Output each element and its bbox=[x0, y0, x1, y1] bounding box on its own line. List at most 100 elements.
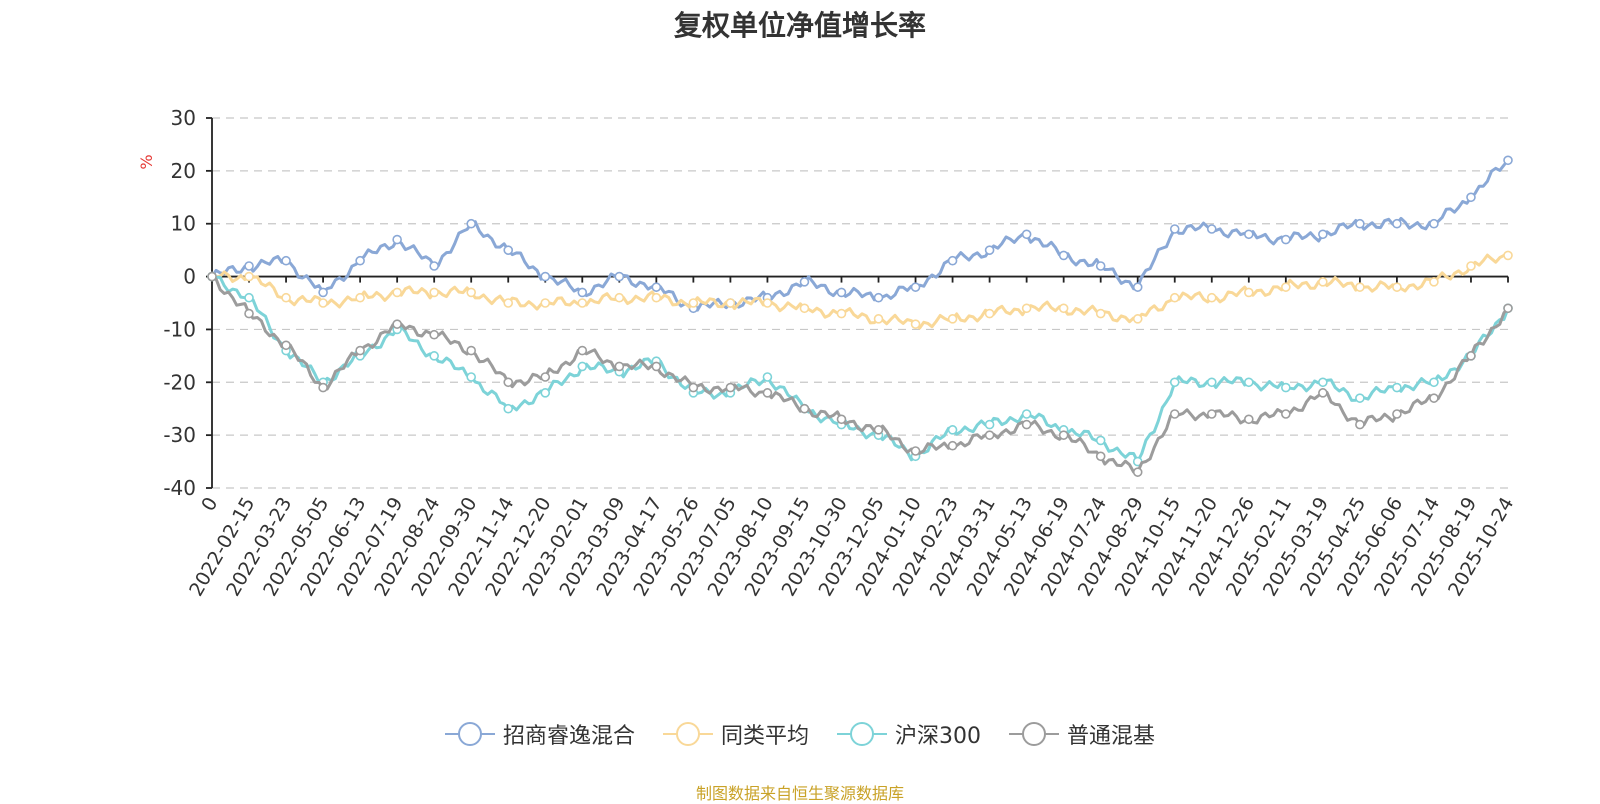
data-point[interactable] bbox=[1058, 430, 1069, 440]
data-point[interactable] bbox=[1355, 218, 1365, 229]
data-point[interactable] bbox=[836, 414, 847, 425]
data-point[interactable] bbox=[1058, 250, 1069, 261]
data-point[interactable] bbox=[244, 308, 254, 319]
data-point[interactable] bbox=[1429, 393, 1439, 403]
data-point[interactable] bbox=[244, 292, 254, 303]
data-point[interactable] bbox=[1318, 229, 1328, 240]
data-point[interactable] bbox=[873, 314, 884, 324]
data-point[interactable] bbox=[1132, 314, 1143, 324]
data-point[interactable] bbox=[577, 298, 588, 308]
data-point[interactable] bbox=[799, 303, 810, 314]
data-point[interactable] bbox=[355, 255, 365, 266]
data-point[interactable] bbox=[429, 351, 439, 361]
data-point[interactable] bbox=[540, 388, 551, 398]
data-point[interactable] bbox=[392, 234, 402, 245]
data-point[interactable] bbox=[244, 271, 254, 282]
data-point[interactable] bbox=[466, 345, 477, 356]
data-point[interactable] bbox=[1318, 388, 1328, 398]
data-point[interactable] bbox=[873, 425, 884, 435]
data-point[interactable] bbox=[1503, 250, 1513, 261]
data-point[interactable] bbox=[725, 298, 736, 308]
data-point[interactable] bbox=[1355, 419, 1365, 430]
data-point[interactable] bbox=[910, 282, 921, 292]
data-point[interactable] bbox=[688, 298, 699, 308]
data-point[interactable] bbox=[1392, 282, 1402, 292]
data-point[interactable] bbox=[1132, 282, 1143, 292]
data-point[interactable] bbox=[1021, 409, 1032, 419]
data-point[interactable] bbox=[836, 308, 847, 319]
data-point[interactable] bbox=[1503, 303, 1513, 314]
data-point[interactable] bbox=[947, 440, 958, 451]
data-point[interactable] bbox=[503, 403, 514, 414]
data-point[interactable] bbox=[1281, 409, 1291, 419]
data-point[interactable] bbox=[725, 382, 736, 393]
data-point[interactable] bbox=[1466, 351, 1476, 361]
data-point[interactable] bbox=[1206, 377, 1217, 388]
data-point[interactable] bbox=[392, 287, 402, 298]
data-point[interactable] bbox=[1429, 277, 1439, 287]
data-point[interactable] bbox=[540, 271, 551, 282]
data-point[interactable] bbox=[577, 287, 588, 298]
data-point[interactable] bbox=[984, 430, 995, 440]
data-point[interactable] bbox=[614, 292, 625, 303]
data-point[interactable] bbox=[984, 419, 995, 430]
data-point[interactable] bbox=[1392, 382, 1402, 393]
data-point[interactable] bbox=[1021, 229, 1032, 240]
data-point[interactable] bbox=[355, 345, 365, 356]
data-point[interactable] bbox=[1318, 277, 1328, 287]
data-point[interactable] bbox=[318, 287, 328, 298]
data-point[interactable] bbox=[1429, 377, 1439, 388]
data-point[interactable] bbox=[947, 255, 958, 266]
data-point[interactable] bbox=[799, 277, 810, 287]
data-point[interactable] bbox=[429, 287, 439, 298]
legend-item-2[interactable]: 沪深300 bbox=[837, 718, 981, 750]
legend-item-1[interactable]: 同类平均 bbox=[662, 718, 809, 750]
data-point[interactable] bbox=[1169, 224, 1180, 234]
data-point[interactable] bbox=[503, 377, 514, 388]
data-point[interactable] bbox=[799, 403, 810, 414]
data-point[interactable] bbox=[1021, 303, 1032, 314]
data-point[interactable] bbox=[429, 329, 439, 340]
data-point[interactable] bbox=[984, 308, 995, 319]
data-point[interactable] bbox=[1095, 435, 1106, 446]
data-point[interactable] bbox=[688, 382, 699, 393]
data-point[interactable] bbox=[651, 282, 662, 292]
data-point[interactable] bbox=[466, 287, 477, 298]
data-point[interactable] bbox=[762, 298, 773, 308]
data-point[interactable] bbox=[1244, 287, 1254, 298]
data-point[interactable] bbox=[1206, 224, 1217, 234]
data-point[interactable] bbox=[1466, 261, 1476, 271]
data-point[interactable] bbox=[281, 340, 291, 351]
data-point[interactable] bbox=[910, 319, 921, 329]
data-point[interactable] bbox=[947, 425, 958, 435]
data-point[interactable] bbox=[577, 345, 588, 356]
data-point[interactable] bbox=[614, 271, 625, 282]
data-point[interactable] bbox=[614, 361, 625, 372]
data-point[interactable] bbox=[1095, 308, 1106, 319]
data-point[interactable] bbox=[762, 372, 773, 382]
data-point[interactable] bbox=[1281, 234, 1291, 245]
data-point[interactable] bbox=[1095, 451, 1106, 462]
data-point[interactable] bbox=[984, 245, 995, 255]
data-point[interactable] bbox=[503, 245, 514, 255]
data-point[interactable] bbox=[910, 446, 921, 456]
data-point[interactable] bbox=[1206, 292, 1217, 303]
data-point[interactable] bbox=[281, 255, 291, 266]
data-point[interactable] bbox=[540, 298, 551, 308]
data-point[interactable] bbox=[1281, 382, 1291, 393]
legend-item-0[interactable]: 招商睿逸混合 bbox=[444, 718, 635, 750]
data-point[interactable] bbox=[1244, 229, 1254, 240]
data-point[interactable] bbox=[1281, 282, 1291, 292]
data-point[interactable] bbox=[947, 314, 958, 324]
data-point[interactable] bbox=[1169, 377, 1180, 388]
data-point[interactable] bbox=[1429, 218, 1439, 229]
data-point[interactable] bbox=[429, 261, 439, 271]
legend-item-3[interactable]: 普通混基 bbox=[1009, 718, 1155, 750]
data-point[interactable] bbox=[651, 361, 662, 372]
data-point[interactable] bbox=[873, 292, 884, 303]
data-point[interactable] bbox=[207, 271, 217, 282]
data-point[interactable] bbox=[1503, 155, 1513, 166]
data-point[interactable] bbox=[1466, 192, 1476, 203]
data-point[interactable] bbox=[503, 298, 514, 308]
data-point[interactable] bbox=[1058, 303, 1069, 314]
